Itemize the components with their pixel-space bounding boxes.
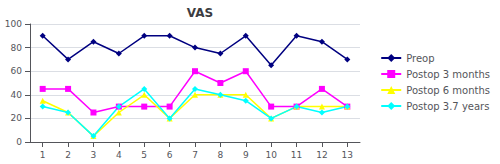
svg-text:7: 7 xyxy=(192,150,198,160)
svg-text:20: 20 xyxy=(11,113,23,123)
svg-text:Postop 3 months: Postop 3 months xyxy=(406,69,490,80)
svg-text:1: 1 xyxy=(40,150,46,160)
svg-text:80: 80 xyxy=(11,43,23,53)
svg-text:9: 9 xyxy=(243,150,249,160)
svg-text:11: 11 xyxy=(291,150,302,160)
svg-text:4: 4 xyxy=(116,150,122,160)
svg-text:Postop 6 months: Postop 6 months xyxy=(406,85,490,96)
svg-text:Preop: Preop xyxy=(406,53,434,64)
svg-text:100: 100 xyxy=(5,19,22,29)
svg-text:40: 40 xyxy=(11,90,23,100)
svg-text:6: 6 xyxy=(167,150,173,160)
svg-text:12: 12 xyxy=(316,150,327,160)
svg-text:60: 60 xyxy=(11,66,23,76)
svg-text:Postop 3.7 years: Postop 3.7 years xyxy=(406,101,489,112)
svg-text:0: 0 xyxy=(16,137,22,147)
svg-text:8: 8 xyxy=(218,150,224,160)
svg-text:2: 2 xyxy=(65,150,71,160)
svg-text:3: 3 xyxy=(91,150,97,160)
svg-text:VAS: VAS xyxy=(187,6,213,20)
svg-text:5: 5 xyxy=(141,150,147,160)
svg-text:13: 13 xyxy=(342,150,353,160)
svg-text:10: 10 xyxy=(265,150,277,160)
